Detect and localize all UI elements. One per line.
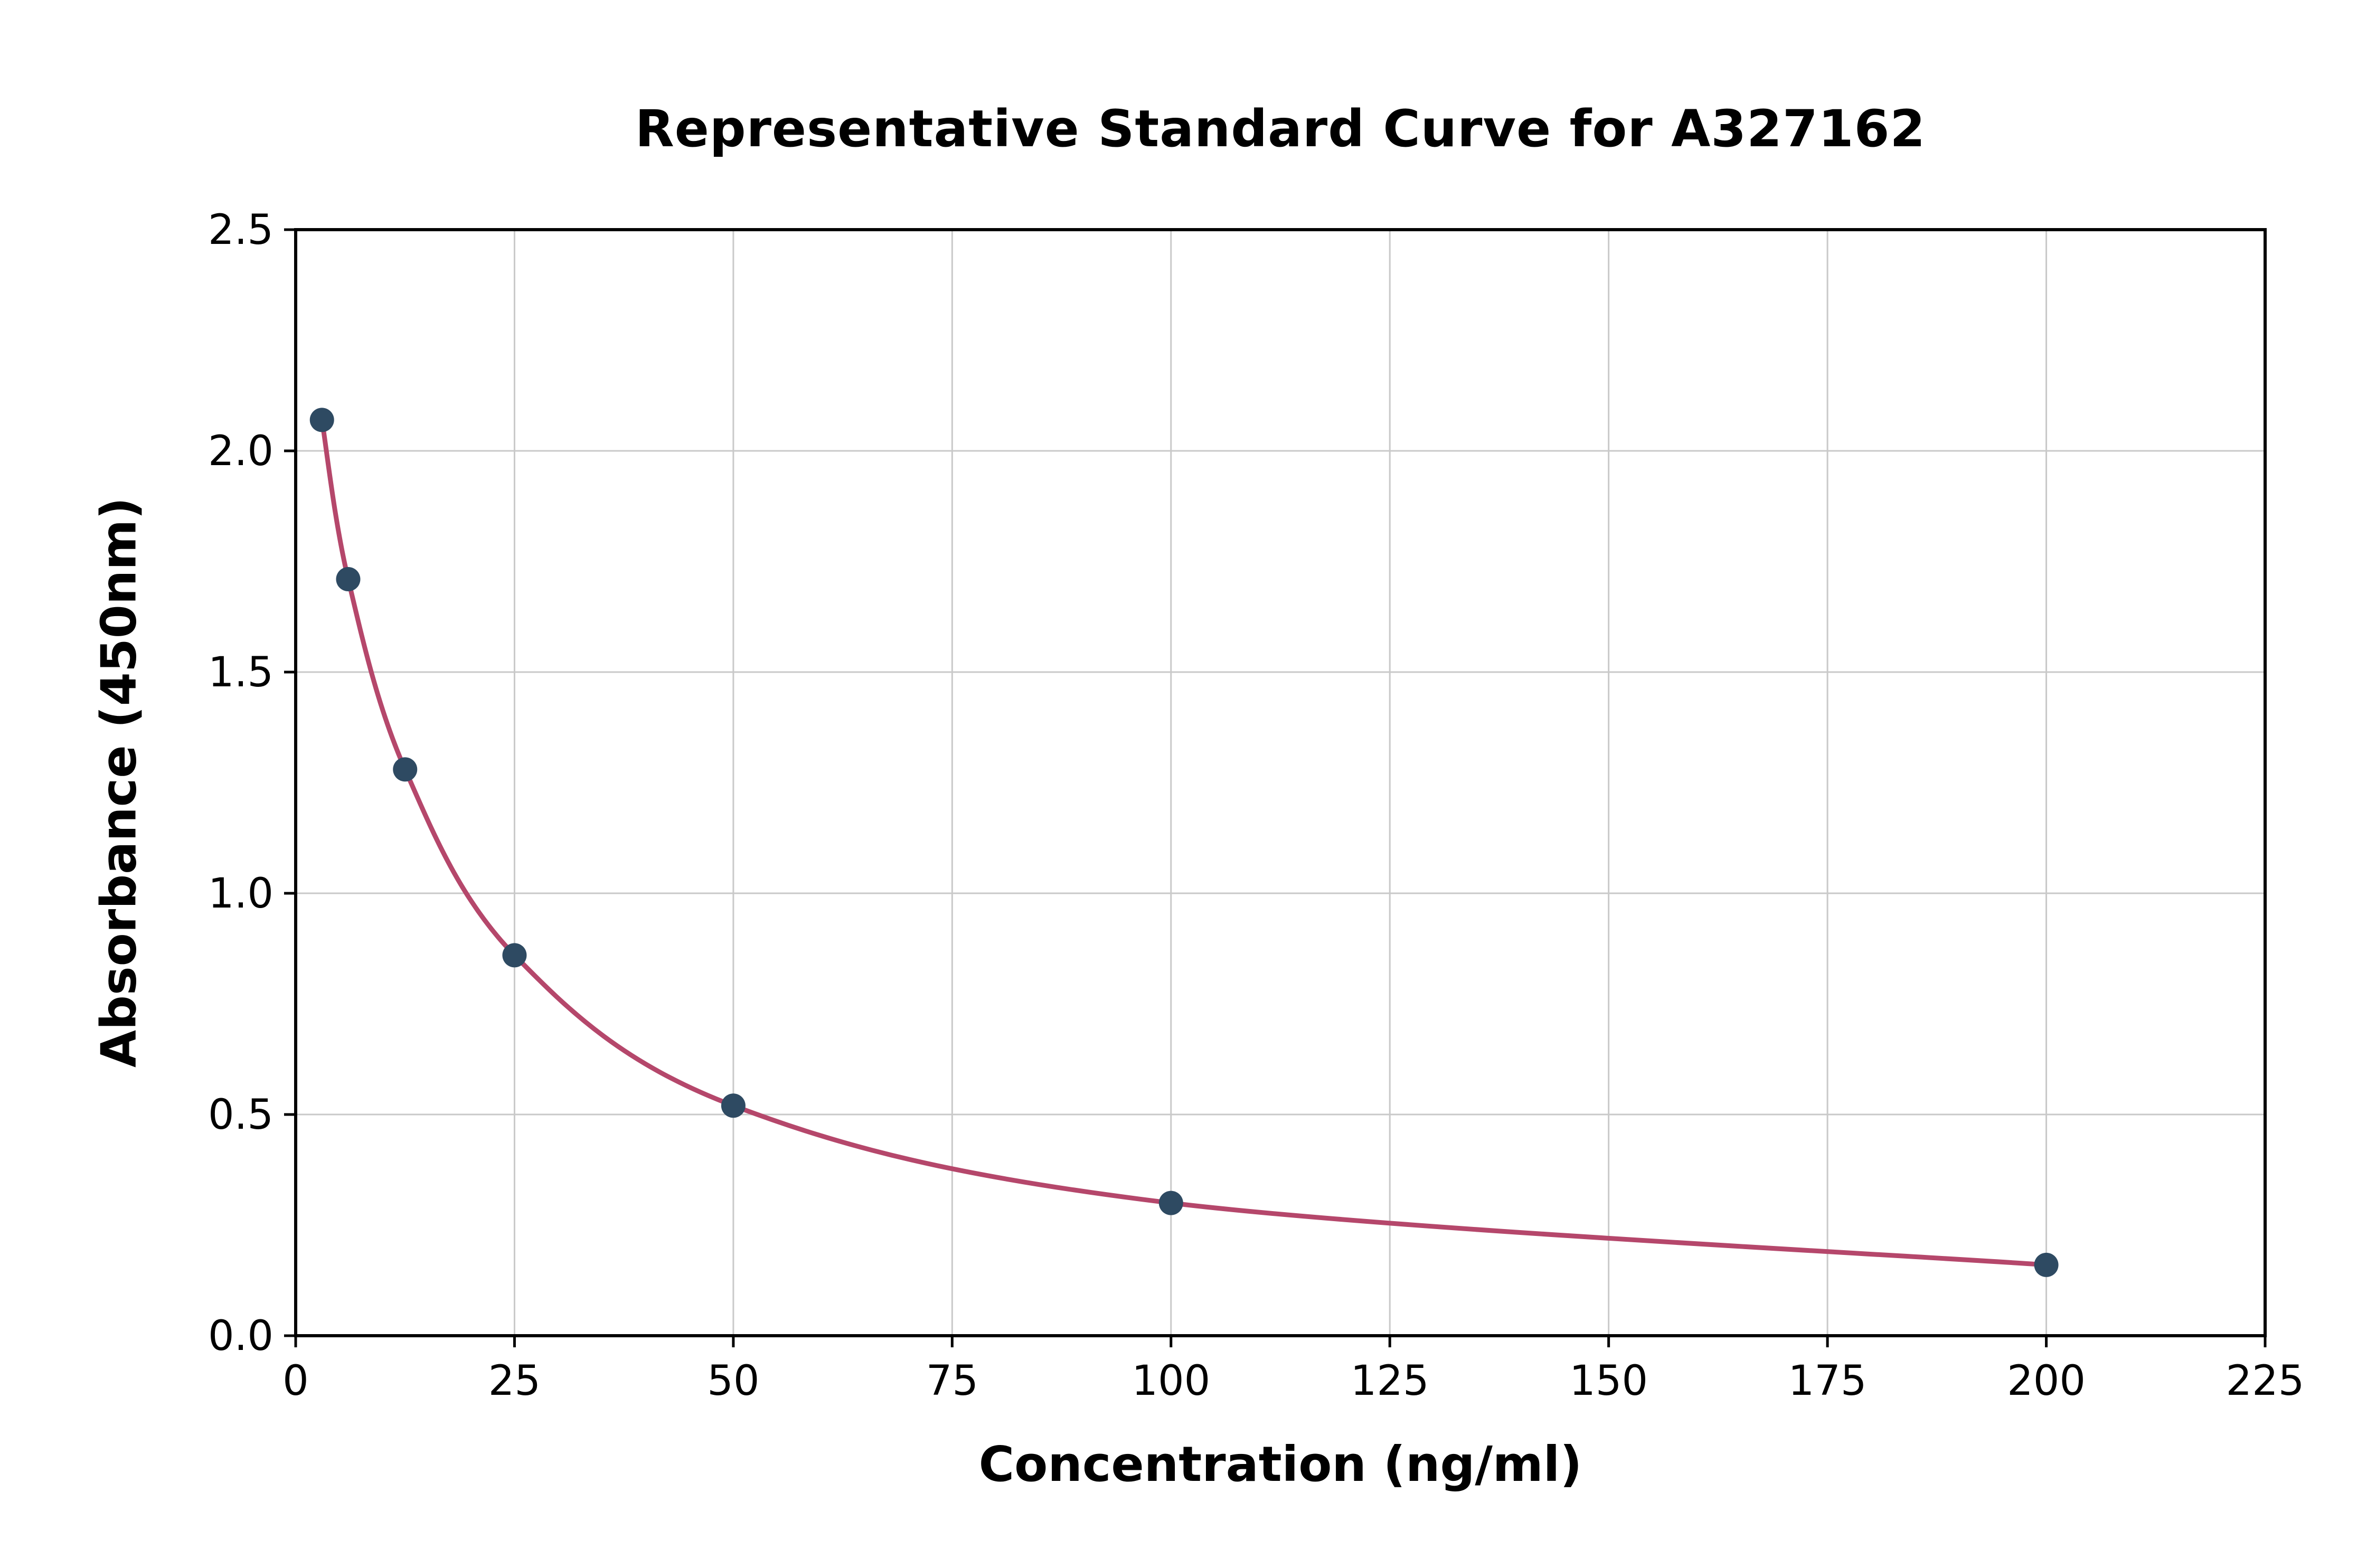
x-tick-label: 25 xyxy=(488,1357,541,1405)
x-tick-label: 125 xyxy=(1351,1357,1429,1405)
y-tick-label: 1.5 xyxy=(208,649,274,696)
chart-title: Representative Standard Curve for A32716… xyxy=(635,99,1926,158)
y-tick-label: 1.0 xyxy=(208,870,274,918)
x-tick-label: 200 xyxy=(2007,1357,2086,1405)
y-tick-label: 0.5 xyxy=(208,1091,274,1139)
x-tick-label: 0 xyxy=(282,1357,309,1405)
data-point-marker xyxy=(1158,1191,1183,1215)
y-tick-label: 2.0 xyxy=(208,428,274,475)
data-point-marker xyxy=(309,408,334,432)
x-axis-label: Concentration (ng/ml) xyxy=(978,1436,1582,1493)
x-tick-label: 100 xyxy=(1132,1357,1210,1405)
data-point-marker xyxy=(502,943,527,968)
y-tick-label: 0.0 xyxy=(208,1312,274,1360)
x-tick-label: 175 xyxy=(1788,1357,1867,1405)
fitted-curve xyxy=(319,417,2049,1268)
x-tick-label: 50 xyxy=(707,1357,759,1405)
x-tick-label: 225 xyxy=(2226,1357,2305,1405)
data-point-marker xyxy=(721,1093,746,1118)
data-point-marker xyxy=(336,567,361,592)
data-point-marker xyxy=(2034,1252,2059,1277)
plot-border xyxy=(294,228,2267,1337)
x-tick-label: 150 xyxy=(1569,1357,1648,1405)
x-tick-label: 75 xyxy=(926,1357,978,1405)
data-point-marker xyxy=(393,757,418,782)
y-tick-label: 2.5 xyxy=(208,206,274,254)
